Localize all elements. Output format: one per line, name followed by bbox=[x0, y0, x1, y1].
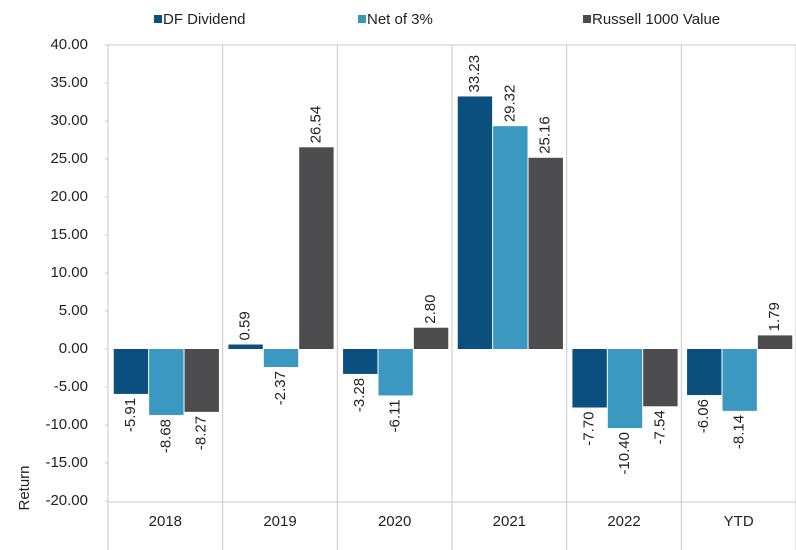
y-tick-label: -20.00 bbox=[45, 492, 88, 509]
bar bbox=[228, 344, 263, 349]
bar bbox=[413, 327, 449, 349]
value-label: -10.40 bbox=[616, 432, 633, 475]
bar bbox=[343, 349, 378, 374]
value-label: -7.54 bbox=[651, 410, 668, 444]
legend-swatch bbox=[583, 15, 591, 23]
bar bbox=[572, 349, 607, 408]
value-label: -8.27 bbox=[193, 416, 210, 450]
bar bbox=[184, 349, 219, 412]
value-label: 1.79 bbox=[766, 302, 783, 331]
y-tick-label: 30.00 bbox=[50, 112, 88, 129]
y-tick-label: 15.00 bbox=[50, 226, 88, 243]
bar bbox=[687, 349, 722, 396]
value-label: 2.80 bbox=[422, 295, 439, 324]
legend-label: Net of 3% bbox=[367, 11, 433, 28]
y-tick-label: 10.00 bbox=[50, 264, 88, 281]
x-tick-label: 2021 bbox=[493, 513, 526, 530]
value-label: 26.54 bbox=[307, 106, 324, 144]
legend-swatch bbox=[154, 15, 162, 23]
y-tick-label: -15.00 bbox=[45, 454, 88, 471]
y-tick-label: -5.00 bbox=[54, 378, 88, 395]
bar bbox=[113, 349, 149, 394]
bar bbox=[493, 126, 528, 349]
y-tick-label: 35.00 bbox=[50, 74, 88, 91]
bar bbox=[722, 349, 757, 411]
x-tick-label: YTD bbox=[724, 513, 754, 530]
x-tick-label: 2020 bbox=[378, 513, 411, 530]
value-label: -8.68 bbox=[157, 419, 174, 453]
bar bbox=[149, 349, 184, 415]
value-label: -5.91 bbox=[122, 398, 139, 432]
value-label: -7.70 bbox=[581, 412, 598, 446]
y-tick-label: 20.00 bbox=[50, 188, 88, 205]
y-tick-label: -10.00 bbox=[45, 416, 88, 433]
x-tick-label: 2019 bbox=[263, 513, 296, 530]
y-tick-label: 5.00 bbox=[59, 302, 88, 319]
legend-swatch bbox=[358, 15, 366, 23]
value-label: 29.32 bbox=[501, 85, 518, 123]
value-label: -8.14 bbox=[731, 415, 748, 449]
bar bbox=[299, 147, 334, 349]
value-label: -2.37 bbox=[272, 371, 289, 405]
value-label: 0.59 bbox=[237, 311, 254, 340]
legend-label: Russell 1000 Value bbox=[592, 11, 720, 28]
bar bbox=[528, 157, 563, 349]
x-tick-label: 2018 bbox=[149, 513, 182, 530]
y-tick-label: 0.00 bbox=[59, 340, 88, 357]
value-label: -6.11 bbox=[387, 399, 404, 432]
bar bbox=[457, 96, 493, 350]
value-label: 33.23 bbox=[466, 55, 483, 93]
bar bbox=[263, 349, 299, 368]
bar bbox=[607, 349, 643, 429]
value-label: -3.28 bbox=[351, 378, 368, 412]
y-tick-label: 40.00 bbox=[50, 36, 88, 53]
y-tick-label: 25.00 bbox=[50, 150, 88, 167]
x-tick-label: 2022 bbox=[607, 513, 640, 530]
bar bbox=[757, 335, 793, 349]
y-axis-label: Return bbox=[16, 465, 33, 510]
value-label: -6.06 bbox=[695, 399, 712, 433]
value-label: 25.16 bbox=[537, 116, 554, 154]
legend-label: DF Dividend bbox=[163, 11, 246, 28]
bar bbox=[643, 349, 678, 407]
bar bbox=[378, 349, 413, 396]
